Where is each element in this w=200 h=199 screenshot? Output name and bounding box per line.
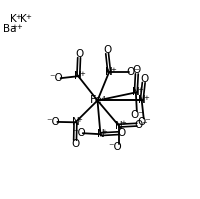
Text: +: + — [25, 14, 31, 20]
Text: ⁻O: ⁻O — [46, 117, 60, 127]
Text: +: + — [76, 117, 82, 123]
Text: +: + — [136, 87, 142, 93]
Text: N: N — [96, 129, 104, 139]
Text: O⁻: O⁻ — [126, 67, 140, 77]
Text: O⁻: O⁻ — [129, 109, 143, 120]
Text: K: K — [20, 14, 26, 24]
Text: O: O — [139, 74, 148, 84]
Text: ++: ++ — [11, 24, 22, 30]
Text: Fe: Fe — [90, 96, 102, 105]
Text: N: N — [71, 117, 79, 127]
Text: -4: -4 — [100, 96, 106, 101]
Text: N: N — [74, 71, 82, 81]
Text: ⁻O: ⁻O — [49, 73, 63, 83]
Text: Ba: Ba — [3, 24, 17, 34]
Text: N: N — [137, 96, 145, 105]
Text: O: O — [75, 49, 83, 59]
Text: O: O — [117, 128, 125, 138]
Text: O: O — [71, 139, 79, 149]
Text: ⁻O: ⁻O — [108, 141, 121, 152]
Text: +: + — [142, 95, 148, 101]
Text: O⁻: O⁻ — [133, 120, 147, 130]
Text: O: O — [103, 45, 111, 55]
Text: K: K — [10, 14, 16, 24]
Text: O: O — [132, 65, 140, 75]
Text: N: N — [131, 87, 139, 98]
Text: +: + — [15, 14, 21, 20]
Text: +: + — [79, 71, 85, 77]
Text: N: N — [114, 121, 122, 131]
Text: O⁻: O⁻ — [137, 117, 150, 127]
Text: +: + — [101, 129, 107, 135]
Text: N: N — [105, 67, 112, 77]
Text: ⁻O: ⁻O — [72, 128, 85, 138]
Text: +: + — [119, 120, 125, 126]
Text: +: + — [110, 66, 116, 72]
